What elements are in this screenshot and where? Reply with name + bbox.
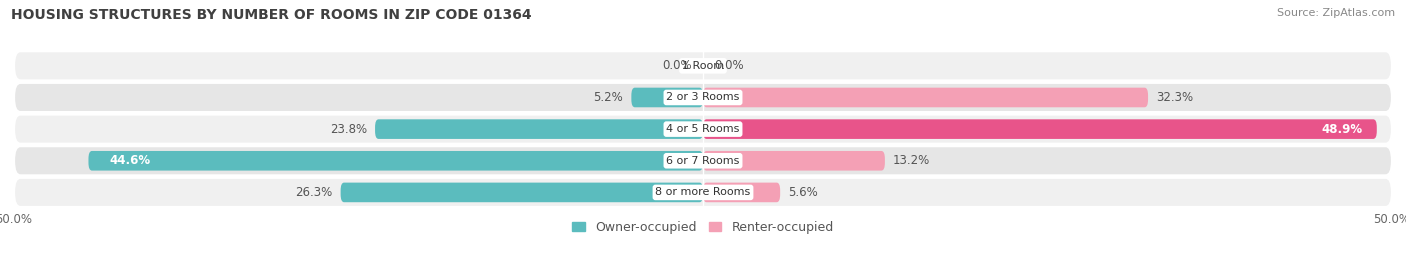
Text: 1 Room: 1 Room bbox=[682, 61, 724, 71]
FancyBboxPatch shape bbox=[14, 83, 1392, 112]
FancyBboxPatch shape bbox=[631, 88, 703, 107]
FancyBboxPatch shape bbox=[340, 183, 703, 202]
FancyBboxPatch shape bbox=[375, 119, 703, 139]
Text: 32.3%: 32.3% bbox=[1156, 91, 1194, 104]
FancyBboxPatch shape bbox=[89, 151, 703, 171]
FancyBboxPatch shape bbox=[14, 51, 1392, 80]
Text: 44.6%: 44.6% bbox=[110, 154, 150, 167]
FancyBboxPatch shape bbox=[703, 183, 780, 202]
Text: 5.2%: 5.2% bbox=[593, 91, 623, 104]
Text: 13.2%: 13.2% bbox=[893, 154, 931, 167]
FancyBboxPatch shape bbox=[703, 88, 1149, 107]
Text: 0.0%: 0.0% bbox=[662, 59, 692, 72]
FancyBboxPatch shape bbox=[703, 119, 1376, 139]
Text: 48.9%: 48.9% bbox=[1322, 123, 1362, 136]
FancyBboxPatch shape bbox=[14, 146, 1392, 175]
Text: HOUSING STRUCTURES BY NUMBER OF ROOMS IN ZIP CODE 01364: HOUSING STRUCTURES BY NUMBER OF ROOMS IN… bbox=[11, 8, 531, 22]
Text: Source: ZipAtlas.com: Source: ZipAtlas.com bbox=[1277, 8, 1395, 18]
Text: 4 or 5 Rooms: 4 or 5 Rooms bbox=[666, 124, 740, 134]
FancyBboxPatch shape bbox=[703, 151, 884, 171]
Text: 6 or 7 Rooms: 6 or 7 Rooms bbox=[666, 156, 740, 166]
Legend: Owner-occupied, Renter-occupied: Owner-occupied, Renter-occupied bbox=[568, 216, 838, 239]
Text: 8 or more Rooms: 8 or more Rooms bbox=[655, 187, 751, 197]
FancyBboxPatch shape bbox=[14, 178, 1392, 207]
Text: 0.0%: 0.0% bbox=[714, 59, 744, 72]
Text: 5.6%: 5.6% bbox=[789, 186, 818, 199]
Text: 2 or 3 Rooms: 2 or 3 Rooms bbox=[666, 93, 740, 102]
Text: 26.3%: 26.3% bbox=[295, 186, 332, 199]
Text: 23.8%: 23.8% bbox=[329, 123, 367, 136]
FancyBboxPatch shape bbox=[14, 115, 1392, 144]
